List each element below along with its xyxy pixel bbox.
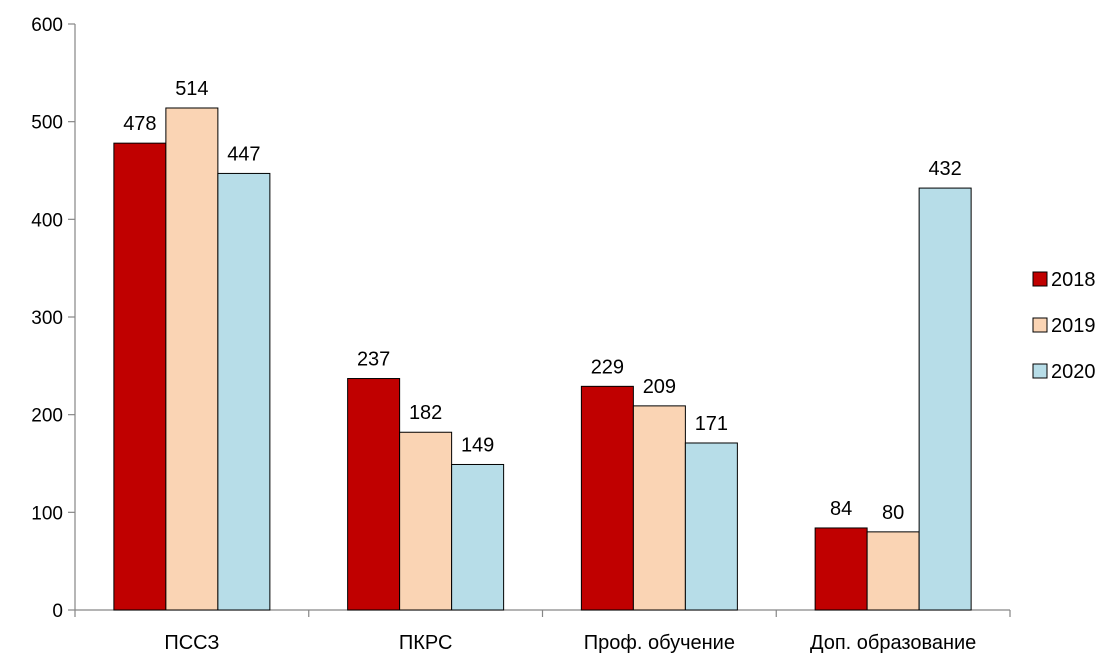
y-tick-label: 600 (31, 15, 63, 36)
data-label: 182 (409, 402, 442, 424)
bar-2018 (113, 142, 167, 611)
x-category-label: ПССЗ (164, 632, 219, 654)
bar-2020 (217, 172, 271, 611)
y-tick-label: 300 (31, 308, 63, 329)
data-label: 478 (123, 113, 156, 135)
legend-swatch-2019 (1032, 317, 1048, 333)
data-label: 432 (928, 158, 961, 180)
bar-2020 (684, 442, 738, 611)
legend-swatch-2018 (1032, 271, 1048, 287)
data-label: 514 (175, 78, 208, 100)
legend-swatch-2020 (1032, 363, 1048, 379)
y-tick-label: 400 (31, 210, 63, 231)
y-axis: 0 100 200 300 400 500 600 (31, 15, 76, 622)
bar-2018 (347, 378, 401, 611)
bar-2019 (165, 107, 219, 611)
bar-2019 (632, 405, 686, 611)
data-label: 229 (591, 356, 624, 378)
bar-2020 (918, 187, 972, 611)
x-category-label: Доп. образование (810, 632, 976, 654)
data-label: 447 (227, 143, 260, 165)
bar-2018 (580, 385, 634, 611)
data-label: 171 (695, 413, 728, 435)
data-label: 84 (830, 498, 852, 520)
x-axis: ПССЗ ПКРС Проф. обучение Доп. образование (74, 609, 1011, 654)
y-tick-label: 200 (31, 406, 63, 427)
data-label: 237 (357, 349, 390, 371)
legend: 2018 2019 2020 (1032, 269, 1096, 383)
data-label: 209 (643, 376, 676, 398)
legend-label: 2020 (1051, 361, 1096, 383)
x-category-label: ПКРС (399, 632, 453, 654)
bar-2020 (451, 463, 505, 611)
legend-label: 2018 (1051, 269, 1096, 291)
data-label: 80 (882, 502, 904, 524)
data-label: 149 (461, 434, 494, 456)
y-tick-label: 500 (31, 113, 63, 134)
x-category-label: Проф. обучение (584, 632, 735, 654)
legend-label: 2019 (1051, 315, 1096, 337)
data-labels: 478 514 447 237 182 149 229 209 171 84 80 432 (123, 78, 962, 524)
bar-2018 (814, 527, 868, 611)
y-tick-label: 0 (52, 601, 63, 622)
bar-2019 (866, 531, 920, 611)
bars (113, 107, 972, 611)
y-tick-label: 100 (31, 503, 63, 524)
bar-2019 (399, 431, 453, 611)
